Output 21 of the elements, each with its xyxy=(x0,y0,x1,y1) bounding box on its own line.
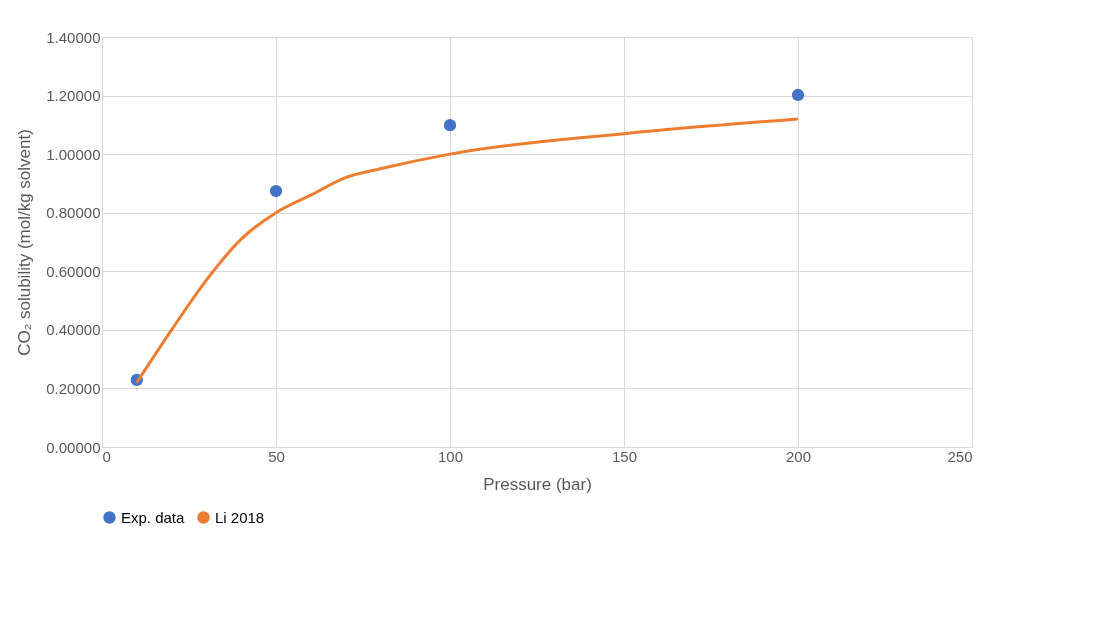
y-axis-title: CO₂ solubility (mol/kg solvent) xyxy=(15,129,35,356)
legend-label: Li 2018 xyxy=(215,508,265,526)
x-tick-label: 50 xyxy=(268,447,285,465)
x-tick-label: 0 xyxy=(102,447,111,465)
x-axis-title: Pressure (bar) xyxy=(483,474,592,494)
x-tick-label: 200 xyxy=(785,447,812,465)
y-tick-label: 0.00000 xyxy=(46,438,101,456)
point xyxy=(443,119,457,132)
x-tick-label: 250 xyxy=(947,447,973,465)
x-tick-label: 100 xyxy=(437,447,464,465)
y-tick-label: 1.40000 xyxy=(46,28,101,46)
point xyxy=(791,88,805,102)
y-tick-label: 0.60000 xyxy=(46,262,101,280)
y-tick-label: 0.20000 xyxy=(46,379,101,397)
y-tick-label: 0.80000 xyxy=(46,204,101,222)
legend-label: Exp. data xyxy=(121,508,186,526)
y-tick-label: 1.00000 xyxy=(46,145,101,163)
point xyxy=(269,184,283,198)
y-tick-label: 1.20000 xyxy=(46,87,101,105)
y-tick-label: 0.40000 xyxy=(46,321,101,339)
x-tick-label: 150 xyxy=(611,447,638,465)
